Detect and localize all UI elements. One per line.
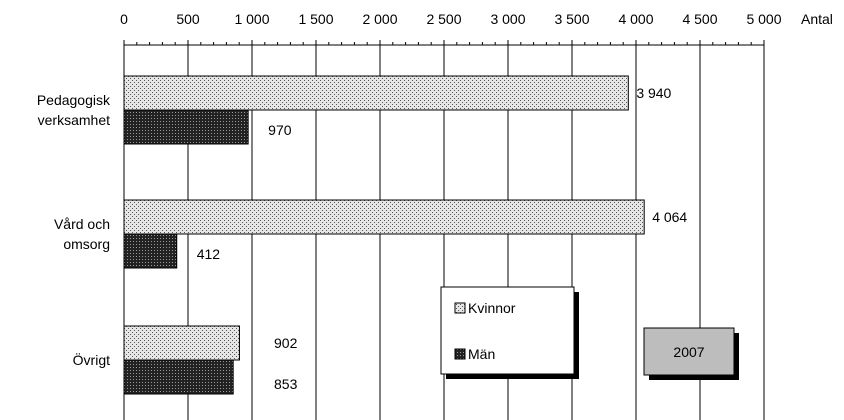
- value-labels: 3 940 970 4 064 412 902 853: [197, 85, 688, 392]
- bars: [123, 75, 645, 395]
- category-label: omsorg: [63, 236, 110, 252]
- legend-label-kvinnor: Kvinnor: [468, 300, 516, 316]
- category-label: Övrigt: [73, 351, 110, 368]
- bar-kvinnor: [123, 199, 645, 235]
- bar-man: [123, 359, 234, 395]
- x-tick-label: 1 000: [234, 11, 269, 27]
- category-label: Pedagogisk: [37, 92, 111, 108]
- x-tick-label: 3 500: [554, 11, 589, 27]
- legend-swatch-kvinnor: [454, 302, 466, 314]
- legend-label-man: Män: [468, 346, 495, 362]
- bar-man: [123, 233, 178, 269]
- year-box-frame: [643, 327, 735, 376]
- value-label: 4 064: [652, 209, 687, 225]
- year-annotation: 2007: [643, 327, 739, 380]
- value-label: 412: [197, 246, 221, 262]
- category-label: Vård och: [54, 216, 110, 232]
- x-tick-label: 0: [120, 11, 128, 27]
- bar-man: [123, 109, 249, 145]
- value-label: 902: [274, 335, 298, 351]
- legend-swatch-man: [454, 348, 466, 360]
- x-tick-label: 3 000: [490, 11, 525, 27]
- bar-kvinnor: [123, 325, 240, 361]
- category-labels: Pedagogisk verksamhet Vård och omsorg Övrigt: [37, 92, 111, 368]
- x-tick-label: 500: [176, 11, 200, 27]
- x-tick-label: 5 000: [746, 11, 781, 27]
- x-axis: [123, 40, 765, 46]
- value-label: 970: [268, 122, 292, 138]
- x-tick-labels: 0 500 1 000 1 500 2 000 2 500 3 000 3 500 4 000 4…: [120, 11, 782, 27]
- x-axis-label: Antal: [801, 11, 833, 27]
- legend: Kvinnor Män: [440, 286, 579, 379]
- year-box-label: 2007: [673, 344, 704, 360]
- x-tick-label: 2 500: [426, 11, 461, 27]
- x-tick-label: 4 500: [682, 11, 717, 27]
- value-label: 853: [274, 376, 298, 392]
- bar-kvinnor: [123, 75, 629, 111]
- x-tick-label: 4 000: [618, 11, 653, 27]
- value-label: 3 940: [636, 85, 671, 101]
- category-label: verksamhet: [38, 112, 110, 128]
- x-tick-label: 2 000: [362, 11, 397, 27]
- x-tick-label: 1 500: [298, 11, 333, 27]
